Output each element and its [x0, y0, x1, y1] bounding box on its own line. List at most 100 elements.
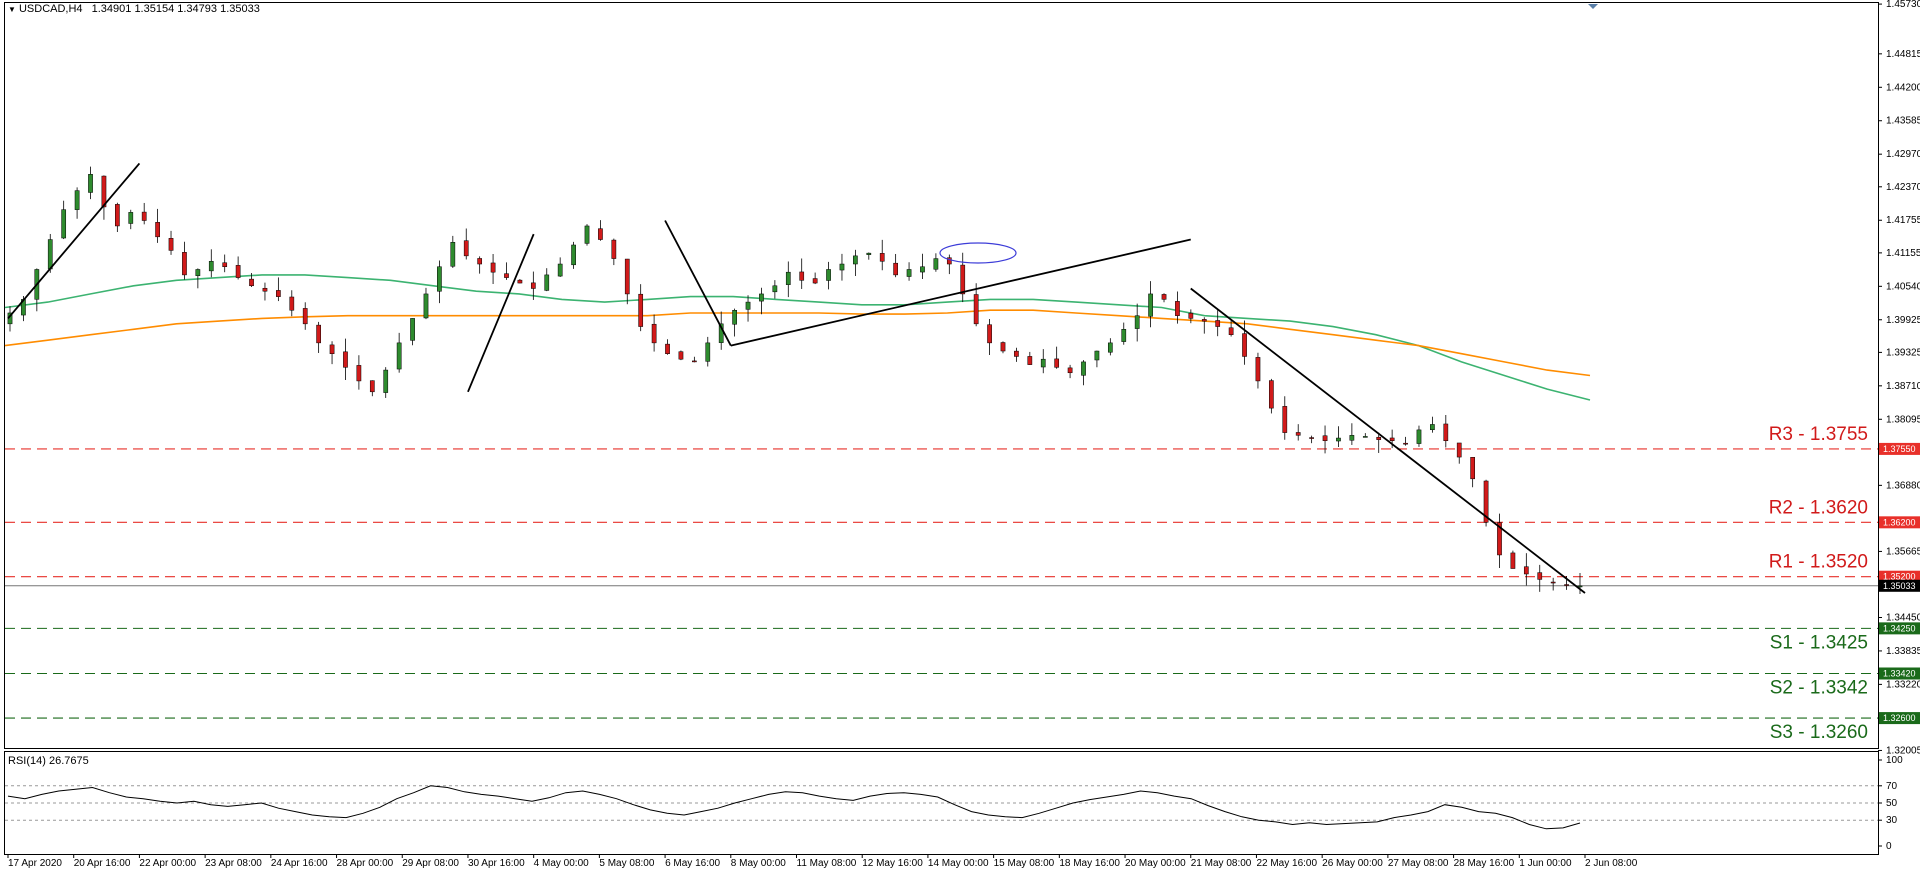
rsi-line [7, 785, 1581, 830]
candle-body [141, 211, 147, 221]
candle-body [1309, 437, 1314, 439]
candle-body [343, 351, 348, 368]
candle-body [1040, 358, 1046, 368]
candle-body [879, 253, 885, 262]
candle-body [732, 309, 737, 325]
price-tag-r2: 1.36200 [1883, 517, 1916, 527]
candle-body [893, 262, 898, 276]
trendline-3 [664, 220, 732, 347]
rsi-series-line [7, 785, 1581, 830]
time-tick-label: 5 May 08:00 [599, 858, 654, 869]
time-tick-label: 6 May 16:00 [665, 858, 720, 869]
candle-body [812, 278, 818, 284]
time-tick-label: 8 May 00:00 [731, 858, 786, 869]
candle-body [1376, 436, 1382, 440]
candle-body [490, 262, 496, 273]
candle-body [624, 258, 630, 295]
time-tick-label: 15 May 08:00 [994, 858, 1055, 869]
price-tick-label: 1.35665 [1886, 546, 1920, 557]
rsi-tick-label: 100 [1886, 755, 1903, 766]
candle-body [1121, 329, 1127, 342]
price-tick-label: 1.39925 [1886, 315, 1920, 326]
ohlc-values: 1.34901 1.35154 1.34793 1.35033 [91, 3, 260, 15]
candle-body [396, 342, 402, 370]
price-tag-bg [1879, 712, 1920, 725]
price-tick-label: 1.42970 [1886, 149, 1920, 160]
price-tick-label: 1.33220 [1886, 679, 1920, 690]
trendline-5 [1190, 287, 1586, 594]
level-label-s1: S1 - 1.3425 [1770, 632, 1868, 653]
candle-body [960, 264, 966, 295]
candle-body [665, 343, 670, 354]
candle-body [1550, 581, 1556, 584]
candlestick-series [7, 166, 1583, 595]
symbol-label: USDCAD,H4 [18, 3, 83, 15]
candle-body [1510, 552, 1516, 569]
time-tick-label: 4 May 00:00 [534, 858, 589, 869]
candle-body [128, 212, 134, 224]
rsi-header: RSI(14) 26.7675 [8, 755, 89, 767]
trendline-1 [7, 162, 141, 319]
price-tick-label: 1.36880 [1886, 480, 1920, 491]
candle-body [1242, 333, 1247, 357]
price-tag-bg [1879, 622, 1920, 635]
candle-body [651, 323, 657, 344]
candle-body [1336, 437, 1341, 442]
price-tag-bg [1879, 442, 1920, 455]
rsi-tick-label: 50 [1886, 798, 1898, 809]
candle-body [1362, 436, 1368, 438]
rsi-tick-label: 0 [1886, 841, 1892, 852]
candle-body [1564, 584, 1569, 586]
level-label-s2: S2 - 1.3342 [1770, 678, 1868, 699]
candle-body [356, 365, 362, 382]
candle-body [155, 222, 160, 238]
level-label-s3: S3 - 1.3260 [1770, 722, 1868, 743]
dropdown-triangle-icon[interactable]: ▼ [8, 5, 16, 14]
candle-body [383, 369, 389, 393]
candle-body [906, 269, 912, 277]
price-tag-bg [1879, 667, 1920, 680]
time-tick-label: 26 May 00:00 [1322, 858, 1383, 869]
candle-body [423, 293, 429, 319]
main-panel-frame [4, 2, 1879, 749]
candle-body [369, 380, 375, 393]
candle-body [195, 269, 201, 276]
candle-body [1094, 350, 1100, 361]
candle-body [1456, 442, 1462, 458]
price-tick-label: 1.32005 [1886, 745, 1920, 756]
price-tags: 1.37550 1.36200 1.35200 1.34250 1.33420 1.326… [1879, 442, 1920, 725]
ma-line-slow [4, 309, 1591, 377]
candle-body [772, 285, 778, 293]
candle-body [302, 308, 308, 325]
candle-body [329, 344, 335, 354]
time-tick-label: 18 May 16:00 [1059, 858, 1120, 869]
candle-body [262, 287, 268, 292]
time-tick-label: 24 Apr 16:00 [271, 858, 328, 869]
candle-body [517, 279, 523, 284]
candle-body [208, 261, 214, 272]
candle-body [1389, 437, 1395, 442]
trendlines [7, 162, 1586, 594]
price-tag-bg [1879, 570, 1920, 583]
candle-body [1269, 380, 1274, 409]
candle-body [611, 239, 617, 259]
candle-body [571, 244, 576, 266]
rsi-axis: 100 70 50 30 0 [1878, 755, 1903, 852]
candle-body [1228, 327, 1234, 335]
candle-body [987, 324, 992, 344]
candle-body [1322, 435, 1328, 442]
candle-body [61, 209, 67, 239]
candle-body [946, 257, 952, 265]
candle-body [182, 252, 187, 276]
candle-body [477, 258, 483, 265]
candle-body [973, 294, 979, 325]
candle-body [584, 225, 590, 244]
time-tick-label: 17 Apr 2020 [8, 858, 62, 869]
candle-body [1027, 356, 1033, 365]
candle-body [1577, 585, 1583, 588]
candle-body [74, 190, 80, 210]
candle-body [1175, 301, 1180, 316]
trendline-2 [467, 233, 535, 393]
price-tag-s3: 1.32600 [1883, 713, 1916, 723]
candle-body [504, 273, 509, 278]
